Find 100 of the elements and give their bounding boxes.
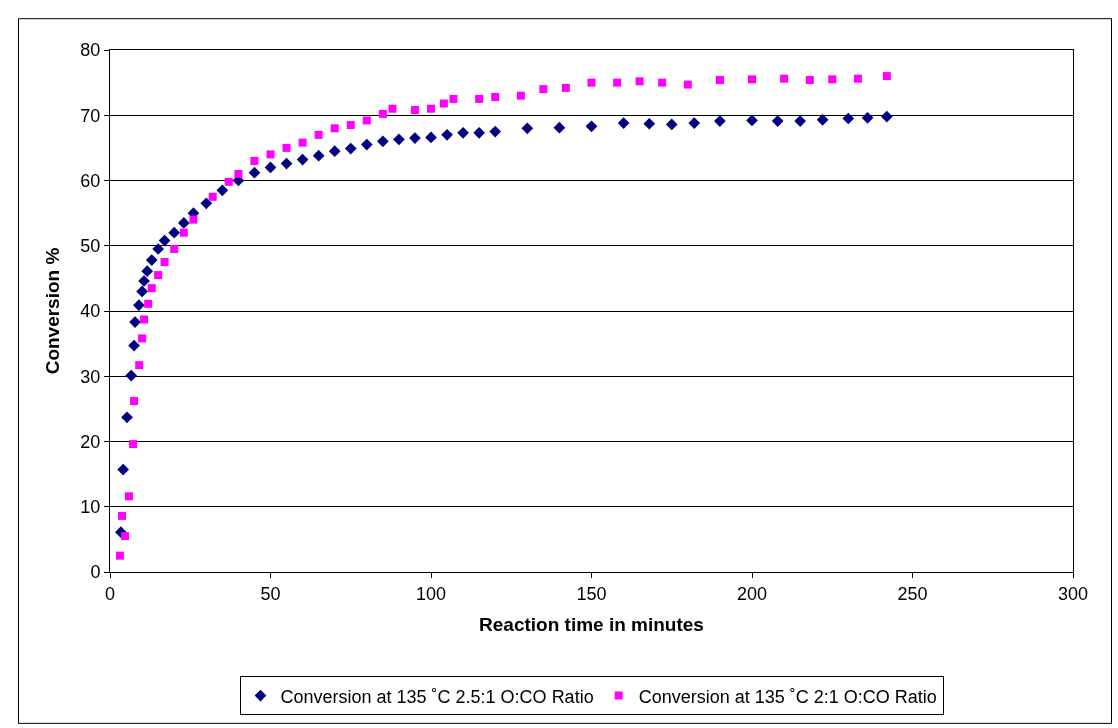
point	[264, 161, 277, 174]
point	[145, 254, 158, 266]
point	[280, 157, 293, 170]
point	[200, 197, 213, 210]
y-tick-label: 80	[80, 40, 101, 61]
point	[133, 299, 145, 311]
point	[658, 78, 667, 87]
point	[794, 115, 806, 127]
point	[216, 184, 229, 197]
point	[248, 166, 261, 179]
point	[553, 121, 566, 134]
point	[130, 397, 139, 406]
point	[853, 74, 862, 83]
point	[388, 104, 397, 113]
point	[147, 284, 156, 293]
point	[613, 78, 622, 87]
point	[298, 138, 307, 147]
point	[136, 285, 148, 298]
point	[360, 138, 373, 151]
y-axis-title: Conversion %	[42, 247, 64, 375]
point	[158, 234, 171, 247]
point	[441, 128, 453, 141]
point	[516, 91, 525, 100]
point	[475, 94, 484, 103]
point	[125, 369, 138, 382]
point	[539, 85, 548, 94]
point	[189, 215, 198, 224]
point	[393, 133, 405, 146]
x-tick-label: 0	[104, 583, 116, 604]
point	[168, 226, 181, 239]
point	[439, 99, 448, 108]
point	[346, 121, 355, 130]
point	[224, 177, 233, 186]
point	[121, 411, 133, 424]
point	[880, 110, 893, 123]
point	[135, 361, 144, 370]
point	[208, 192, 217, 201]
point	[128, 339, 140, 352]
point	[746, 114, 758, 127]
point	[816, 113, 829, 126]
point	[378, 109, 387, 118]
point	[282, 143, 291, 152]
x-tick-label: 300	[1057, 583, 1089, 604]
point	[152, 243, 164, 255]
point	[410, 106, 419, 115]
x-tick-label: 150	[576, 583, 607, 604]
point	[861, 112, 874, 124]
point	[154, 271, 163, 280]
point	[714, 115, 726, 127]
point	[771, 115, 784, 127]
point	[587, 78, 596, 87]
point	[828, 75, 837, 84]
point	[377, 135, 389, 148]
point	[362, 116, 371, 125]
point	[141, 265, 154, 278]
point	[314, 130, 323, 139]
point	[561, 83, 570, 92]
point	[425, 131, 437, 144]
point	[124, 492, 133, 501]
point	[521, 122, 534, 135]
point	[144, 299, 153, 308]
point	[409, 132, 421, 144]
y-tick-label: 60	[80, 170, 101, 191]
x-axis-title: Reaction time in minutes	[479, 614, 704, 636]
point	[715, 76, 724, 85]
legend-label: Conversion at 135 ˚C 2:1 O:CO Ratio	[638, 686, 937, 707]
point	[491, 92, 500, 101]
point	[427, 104, 435, 113]
y-tick-label: 70	[80, 105, 101, 126]
point	[635, 77, 644, 86]
point	[328, 145, 341, 157]
point	[115, 551, 124, 560]
point	[842, 112, 855, 125]
y-tick-label: 20	[80, 431, 101, 452]
point	[344, 142, 357, 155]
point	[805, 76, 814, 85]
point	[160, 258, 169, 267]
y-tick-label: 10	[80, 497, 101, 518]
point	[780, 74, 789, 83]
point	[234, 169, 243, 178]
point	[665, 118, 678, 131]
point	[312, 149, 325, 162]
y-tick-label: 30	[80, 366, 101, 387]
point	[179, 228, 188, 237]
point	[118, 511, 127, 520]
point	[473, 127, 485, 139]
x-tick-label: 250	[897, 583, 928, 604]
point	[585, 120, 598, 133]
point	[882, 72, 891, 81]
point	[129, 440, 138, 449]
x-tick-label: 200	[736, 583, 768, 604]
point	[121, 532, 130, 541]
point	[330, 124, 339, 133]
y-tick-label: 40	[80, 301, 101, 322]
point	[748, 75, 756, 84]
point	[688, 117, 701, 129]
legend-label: Conversion at 135 ˚C 2.5:1 O:CO Ratio	[280, 686, 594, 707]
x-tick-label: 100	[415, 583, 447, 604]
point	[140, 315, 149, 324]
point	[170, 245, 179, 254]
